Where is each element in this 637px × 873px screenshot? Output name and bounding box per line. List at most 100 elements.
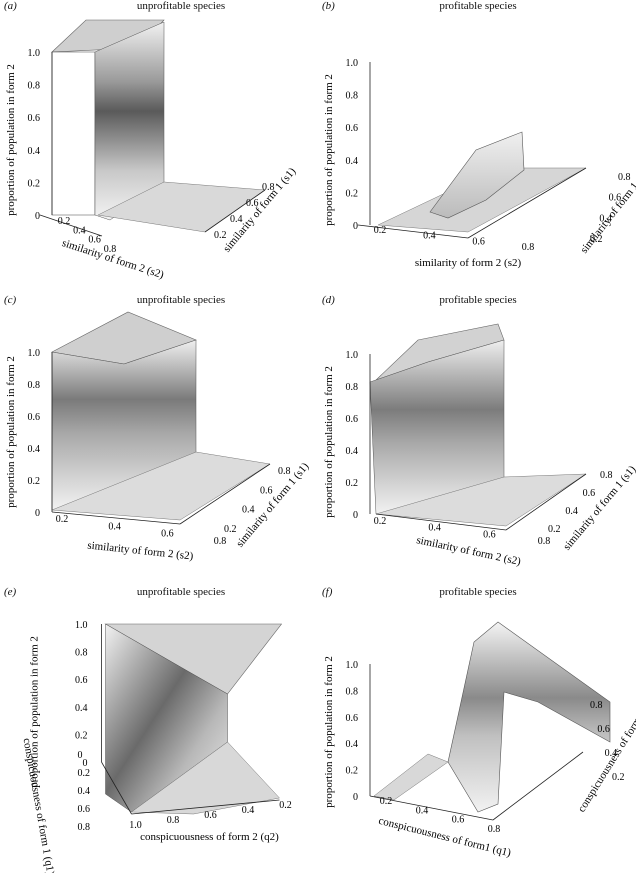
z-tick-label: 0 — [353, 221, 358, 232]
panel-c: (c) unprofitable species 0 0.2 0.4 0.6 0.8 1.… — [0, 292, 318, 583]
panel-title: profitable species — [439, 0, 517, 12]
x-tick-label: 0.2 — [56, 514, 69, 525]
panel-title: profitable species — [439, 294, 517, 306]
z-tick-label: 1.0 — [346, 660, 359, 671]
y-tick-label: 0.6 — [597, 724, 610, 735]
z-axis-label: proportion of population in form 2 — [5, 356, 17, 508]
z-axis-label: proportion of population in form 2 — [5, 64, 17, 216]
z-tick-label: 0.2 — [346, 478, 359, 489]
z-tick-label: 1.0 — [346, 58, 359, 69]
panel-d: (d) profitable species 0 0.2 0.4 0.6 0.8 1.0 0… — [318, 292, 636, 583]
y-tick-label: 0.8 — [590, 700, 603, 711]
z-tick-label: 0 — [35, 211, 40, 222]
x-tick-label: 0.2 — [374, 516, 387, 527]
panel-label: (d) — [322, 294, 335, 306]
y-tick-label: 0.8 — [600, 470, 613, 481]
z-tick-label: 0.4 — [75, 703, 88, 714]
panel-label: (e) — [4, 586, 17, 598]
y-tick-label: 0.4 — [242, 505, 255, 516]
panel-a: (a) unprofitable species 0 0.2 0.4 0.6 0.8 1.… — [0, 0, 318, 291]
x-axis-label: similarity of form 2 (s2) — [415, 257, 522, 269]
panel-label: (f) — [322, 586, 333, 598]
y-axis — [179, 463, 271, 525]
z-tick-label: 0.4 — [28, 444, 41, 455]
z-tick-label: 0.6 — [346, 123, 359, 134]
x-tick-label: 0.8 — [488, 824, 501, 835]
x-tick-label: 0.8 — [104, 244, 117, 255]
x-tick-label: 0.8 — [522, 242, 535, 253]
z-tick-label: 0.2 — [28, 476, 41, 487]
surface-peak — [447, 621, 611, 813]
z-tick-label: 0.4 — [346, 739, 359, 750]
z-tick-label: 0.6 — [28, 412, 41, 423]
x-axis-label: conspicuousness of form 2 (q2) — [140, 831, 279, 843]
z-tick-label: 0.2 — [28, 178, 41, 189]
surface-chart: 00.20.40.60.81.00.20.40.60.80.20.40.60.8… — [5, 311, 312, 563]
y-tick-label: 0.8 — [78, 822, 91, 833]
panel-title: profitable species — [439, 586, 517, 598]
z-tick-label: 1.0 — [28, 48, 41, 59]
z-tick-label: 0.6 — [346, 414, 359, 425]
z-axis-label: proportion of population in form 2 — [29, 636, 41, 788]
y-tick-label: 0 — [78, 750, 83, 761]
x-tick-label: 0.4 — [73, 225, 86, 236]
y-tick-label: 0.2 — [590, 234, 603, 245]
y-axis — [101, 761, 132, 815]
y-tick-label: 0.6 — [260, 485, 273, 496]
x-axis — [357, 224, 469, 239]
panel-label: (a) — [4, 0, 17, 12]
y-tick-label: 0.2 — [78, 768, 91, 779]
x-tick-label: 0.4 — [423, 231, 436, 242]
x-tick-label: 0.2 — [374, 225, 387, 236]
y-tick-label: 0.2 — [224, 524, 237, 535]
x-tick-label: 0.2 — [380, 796, 393, 807]
x-axis — [369, 795, 494, 821]
z-tick-label: 0 — [83, 758, 88, 769]
z-axis-label: proportion of population in form 2 — [323, 74, 335, 226]
y-tick-label: 0.6 — [78, 804, 91, 815]
y-axis — [492, 751, 584, 821]
y-tick-label: 0.8 — [618, 172, 631, 183]
panel-e: (e) unprofitable species 0 0.2 0.4 0.6 0.8 1.… — [0, 582, 318, 873]
x-tick-label: 0.2 — [58, 216, 71, 227]
z-tick-label: 1.0 — [28, 348, 41, 359]
x-tick-label: 0.8 — [538, 536, 551, 547]
z-tick-label: 0 — [353, 792, 358, 803]
z-tick-label: 0.4 — [28, 146, 41, 157]
x-tick-label: 0.8 — [214, 536, 227, 547]
surface-chart: 00.20.40.60.81.00.20.40.60.80.20.40.60.8… — [323, 621, 636, 859]
z-tick-label: 0.2 — [346, 188, 359, 199]
x-axis — [39, 214, 103, 237]
z-tick-label: 0.8 — [28, 380, 41, 391]
surface-ridge — [429, 131, 525, 219]
y-tick-label: 0.4 — [565, 506, 578, 517]
z-tick-label: 0 — [353, 510, 358, 521]
z-tick-label: 0.8 — [346, 686, 359, 697]
panel-title: unprofitable species — [136, 294, 226, 306]
y-tick-label: 0.6 — [246, 198, 259, 209]
x-tick-label: 0.6 — [161, 529, 174, 540]
z-tick-label: 0.6 — [28, 113, 41, 124]
y-axis — [467, 167, 587, 239]
z-tick-label: 0.8 — [75, 648, 88, 659]
surface-floor — [373, 753, 449, 801]
x-tick-label: 0.6 — [452, 815, 465, 826]
panel-f: (f) profitable species 0 0.2 0.4 0.6 0.8 1.0 0… — [318, 582, 636, 873]
x-axis — [375, 513, 507, 531]
z-tick-label: 0.8 — [346, 382, 359, 393]
x-axis — [131, 799, 280, 815]
surface-chart: 00.20.40.60.81.00.20.40.60.80.20.40.60.8… — [5, 19, 299, 281]
y-tick-label: 0.4 — [599, 213, 612, 224]
surface-chart: 00.20.40.60.81.00.20.40.60.80.20.40.60.8… — [323, 58, 636, 269]
z-tick-label: 1.0 — [346, 350, 359, 361]
x-tick-label: 0.4 — [416, 805, 429, 816]
z-tick-label: 0 — [35, 508, 40, 519]
panel-title: unprofitable species — [136, 0, 226, 12]
y-tick-label: 0.2 — [214, 230, 227, 241]
y-tick-label: 0.2 — [612, 772, 625, 783]
x-axis — [51, 511, 181, 525]
panel-title: unprofitable species — [136, 586, 226, 598]
x-tick-label: 1.0 — [129, 820, 142, 831]
z-tick-label: 1.0 — [75, 620, 88, 631]
x-tick-label: 0.4 — [108, 521, 121, 532]
